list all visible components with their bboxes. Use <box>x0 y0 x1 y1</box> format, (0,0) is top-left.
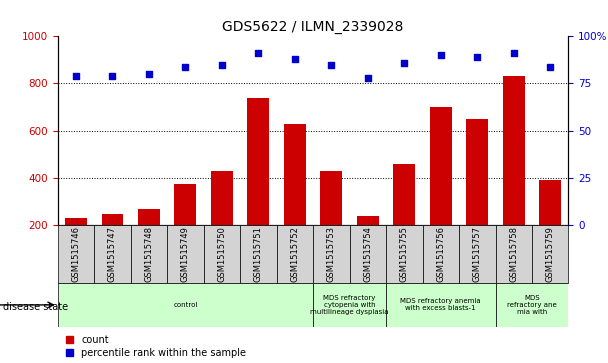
Legend: count, percentile rank within the sample: count, percentile rank within the sample <box>66 335 246 358</box>
Bar <box>503 77 525 225</box>
Point <box>71 73 81 79</box>
Bar <box>102 215 123 225</box>
Text: GSM1515748: GSM1515748 <box>145 226 153 282</box>
Bar <box>532 225 568 283</box>
Point <box>363 75 373 81</box>
Text: GSM1515758: GSM1515758 <box>510 226 518 282</box>
Bar <box>466 119 488 225</box>
Bar <box>277 225 313 283</box>
Point <box>290 56 300 62</box>
Bar <box>247 98 269 225</box>
Bar <box>459 225 496 283</box>
Bar <box>496 283 568 327</box>
Bar <box>204 225 240 283</box>
Bar <box>138 208 160 225</box>
Point <box>326 62 336 68</box>
Bar <box>350 225 386 283</box>
Bar <box>131 225 167 283</box>
Bar <box>386 283 496 327</box>
Bar <box>320 171 342 225</box>
Bar <box>284 123 306 225</box>
Point <box>545 64 555 69</box>
Text: GSM1515749: GSM1515749 <box>181 226 190 282</box>
Point <box>436 52 446 58</box>
Bar <box>313 283 386 327</box>
Text: GSM1515752: GSM1515752 <box>291 226 299 282</box>
Bar <box>58 283 313 327</box>
Text: MDS refractory anemia
with excess blasts-1: MDS refractory anemia with excess blasts… <box>401 298 481 311</box>
Text: GSM1515757: GSM1515757 <box>473 226 482 282</box>
Point <box>509 50 519 56</box>
Bar <box>393 164 415 225</box>
Bar <box>167 225 204 283</box>
Text: GSM1515755: GSM1515755 <box>400 226 409 282</box>
Bar <box>211 171 233 225</box>
Bar <box>539 180 561 225</box>
Bar <box>94 225 131 283</box>
Text: GSM1515746: GSM1515746 <box>72 226 80 282</box>
Text: MDS
refractory ane
mia with: MDS refractory ane mia with <box>507 295 557 315</box>
Bar <box>430 107 452 225</box>
Title: GDS5622 / ILMN_2339028: GDS5622 / ILMN_2339028 <box>223 20 404 34</box>
Bar <box>386 225 423 283</box>
Bar <box>313 225 350 283</box>
Text: GSM1515753: GSM1515753 <box>327 226 336 282</box>
Point <box>254 50 263 56</box>
Text: GSM1515756: GSM1515756 <box>437 226 445 282</box>
Text: GSM1515759: GSM1515759 <box>546 226 554 282</box>
Bar <box>240 225 277 283</box>
Bar <box>65 218 87 225</box>
Point <box>399 60 409 66</box>
Text: disease state: disease state <box>3 302 68 312</box>
Bar <box>357 216 379 225</box>
Point <box>108 73 117 79</box>
Point <box>217 62 227 68</box>
Text: control: control <box>173 302 198 308</box>
Point <box>472 54 482 60</box>
Bar <box>58 225 94 283</box>
Point <box>144 71 154 77</box>
Text: GSM1515754: GSM1515754 <box>364 226 372 282</box>
Bar <box>496 225 532 283</box>
Point <box>181 64 190 69</box>
Bar <box>174 184 196 225</box>
Bar <box>423 225 459 283</box>
Text: GSM1515750: GSM1515750 <box>218 226 226 282</box>
Text: MDS refractory
cytopenia with
multilineage dysplasia: MDS refractory cytopenia with multilinea… <box>310 295 389 315</box>
Text: GSM1515747: GSM1515747 <box>108 226 117 282</box>
Text: GSM1515751: GSM1515751 <box>254 226 263 282</box>
